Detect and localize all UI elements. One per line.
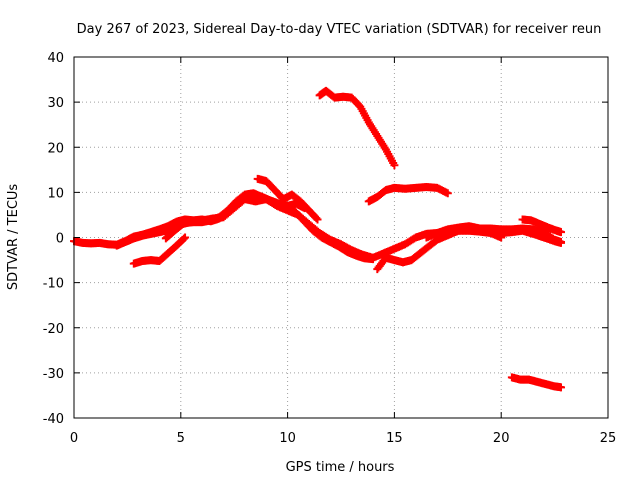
data-point [313,215,322,224]
y-tick-label: 10 [47,186,64,201]
data-point [181,233,190,242]
x-tick-label: 20 [493,431,510,446]
data-point [497,233,506,242]
data-series-track-6 [315,86,399,170]
y-tick-label: 40 [47,51,64,66]
x-tick-label: 10 [279,431,296,446]
x-tick-label: 15 [386,431,403,446]
data-point [312,214,321,223]
y-tick-label: 0 [56,232,64,247]
data-point [557,383,566,392]
data-series-track-5 [253,174,322,224]
y-tick-label: 30 [47,96,64,111]
data-series-track-3 [129,233,190,268]
axis-ticks: 0 5 10 15 20 25 -40 -30 -20 -10 0 10 20 30 40 [43,51,617,446]
data-point [557,238,566,247]
y-tick-label: -20 [43,322,64,337]
data-point [179,234,188,243]
data-series-track-11 [507,373,566,392]
chart-title: Day 267 of 2023, Sidereal Day-to-day VTE… [77,22,602,37]
y-tick-label: 20 [47,141,64,156]
data-points [70,86,566,392]
x-tick-label: 5 [177,431,185,446]
data-point [443,189,452,198]
data-series-track-7 [364,182,452,206]
y-tick-label: -40 [43,412,64,427]
data-point [390,161,399,170]
grid [74,57,608,418]
data-series-track-9 [422,222,506,242]
data-series-track-10 [518,215,566,237]
y-axis-label: SDTVAR / TECUs [6,184,21,291]
y-tick-label: -30 [43,367,64,382]
x-tick-label: 25 [600,431,617,446]
x-tick-label: 0 [70,431,78,446]
y-tick-label: -10 [43,277,64,292]
data-point [557,228,566,237]
x-axis-label: GPS time / hours [286,460,395,475]
